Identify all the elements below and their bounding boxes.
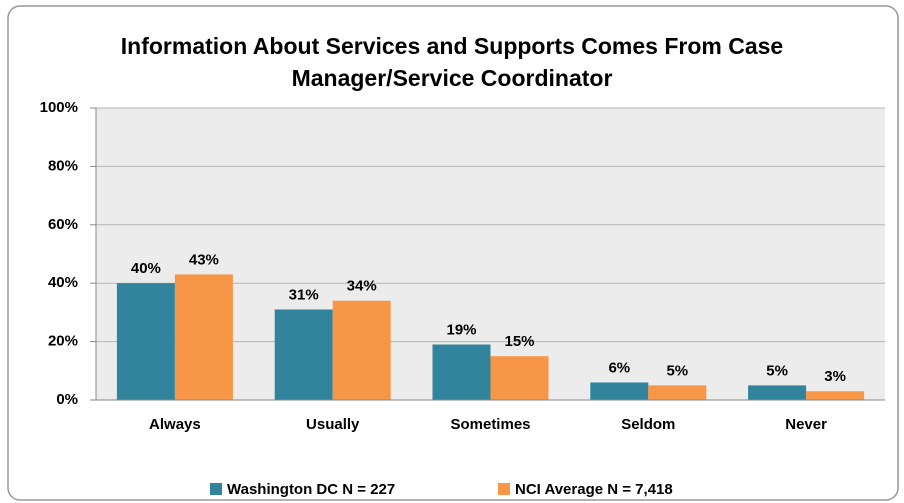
y-tick-label: 40% xyxy=(48,274,78,291)
data-label: 3% xyxy=(824,368,846,385)
data-label: 31% xyxy=(289,286,319,303)
data-label: 40% xyxy=(131,260,161,277)
bar xyxy=(274,309,333,400)
bar xyxy=(332,300,391,400)
y-tick-label: 100% xyxy=(40,99,78,116)
x-tick-label: Sometimes xyxy=(450,416,530,433)
bar xyxy=(490,356,549,400)
bar xyxy=(174,274,233,400)
y-tick-label: 60% xyxy=(48,216,78,233)
data-label: 5% xyxy=(666,362,688,379)
legend-label: Washington DC N = 227 xyxy=(227,481,395,498)
data-label: 34% xyxy=(347,278,377,295)
bar xyxy=(590,382,649,400)
y-tick-label: 20% xyxy=(48,333,78,350)
legend-swatch xyxy=(210,483,222,495)
y-tick-label: 80% xyxy=(48,157,78,174)
data-label: 19% xyxy=(446,321,476,338)
bar xyxy=(432,344,491,400)
y-tick-label: 0% xyxy=(56,391,78,408)
data-label: 5% xyxy=(766,362,788,379)
chart-title: Information About Services and Supports … xyxy=(120,33,784,91)
x-tick-label: Never xyxy=(785,416,827,433)
bar xyxy=(116,283,175,400)
bar xyxy=(748,385,807,400)
data-label: 43% xyxy=(189,251,219,268)
x-tick-label: Seldom xyxy=(621,416,675,433)
bar xyxy=(806,391,865,400)
x-tick-label: Usually xyxy=(306,416,360,433)
bar xyxy=(648,385,707,400)
data-label: 6% xyxy=(608,359,630,376)
data-label: 15% xyxy=(504,333,534,350)
legend-label: NCI Average N = 7,418 xyxy=(515,481,673,498)
x-tick-label: Always xyxy=(149,416,201,433)
legend-swatch xyxy=(498,483,510,495)
